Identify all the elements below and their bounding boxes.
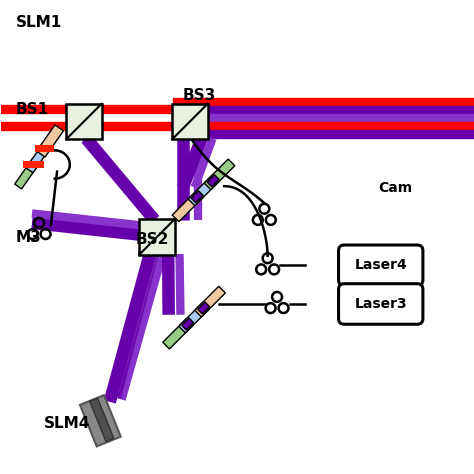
Polygon shape — [172, 191, 203, 222]
Polygon shape — [23, 161, 44, 168]
Polygon shape — [90, 398, 114, 441]
Polygon shape — [15, 158, 40, 189]
Text: SLM1: SLM1 — [16, 15, 62, 30]
Polygon shape — [191, 191, 203, 203]
Polygon shape — [198, 302, 210, 314]
Polygon shape — [179, 302, 210, 333]
Polygon shape — [26, 142, 51, 173]
Text: Laser4: Laser4 — [355, 258, 407, 272]
Text: SLM4: SLM4 — [44, 416, 90, 431]
Text: BS3: BS3 — [183, 88, 216, 103]
Polygon shape — [36, 145, 55, 152]
Bar — [66, 104, 101, 139]
Bar — [172, 104, 208, 139]
Polygon shape — [80, 395, 121, 447]
Text: M3: M3 — [16, 229, 41, 245]
Polygon shape — [182, 318, 194, 330]
Text: Cam: Cam — [378, 181, 412, 194]
Polygon shape — [163, 318, 193, 349]
Polygon shape — [188, 175, 219, 206]
Text: Laser3: Laser3 — [355, 297, 407, 311]
FancyBboxPatch shape — [338, 245, 423, 285]
Text: BS2: BS2 — [136, 232, 169, 247]
Bar — [139, 219, 174, 255]
Polygon shape — [204, 159, 235, 190]
Text: BS1: BS1 — [16, 102, 49, 117]
Polygon shape — [195, 286, 226, 317]
Polygon shape — [207, 175, 219, 187]
FancyBboxPatch shape — [338, 284, 423, 324]
Polygon shape — [36, 125, 64, 157]
